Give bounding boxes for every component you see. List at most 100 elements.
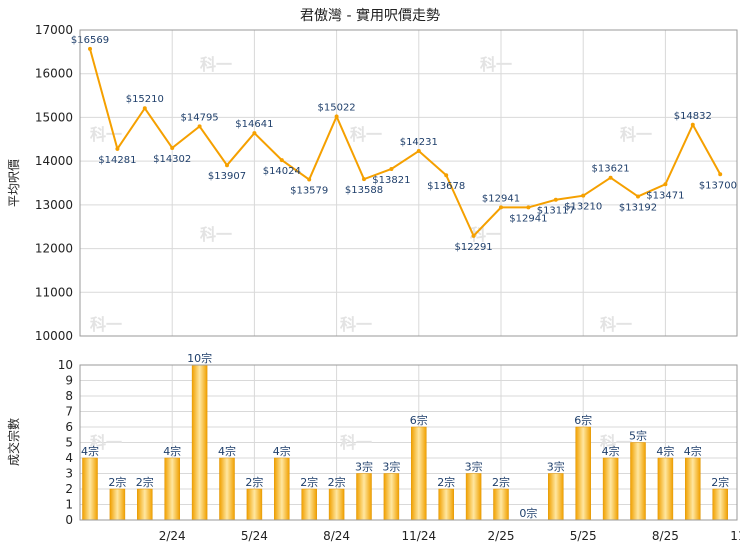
price-point-label: $14832 [674, 111, 712, 122]
price-grid: 10000 11000 12000 13000 14000 15000 16000 17000 [35, 23, 737, 343]
price-point-label: $13678 [427, 181, 465, 192]
price-point-label: $12291 [455, 242, 493, 253]
volume-tick-label: 9 [65, 374, 73, 388]
price-tick-label: 16000 [35, 67, 73, 81]
price-point [115, 146, 120, 151]
volume-bar-label: 10宗 [187, 351, 212, 365]
volume-bar [548, 473, 564, 521]
volume-bar [82, 457, 98, 521]
volume-tick-label: 10 [58, 358, 73, 372]
x-tick-label: 5/25 [570, 529, 597, 543]
volume-bar [630, 442, 646, 521]
volume-bar [602, 457, 619, 521]
watermark: 科一 [470, 225, 502, 244]
volume-bar-label: 3宗 [465, 460, 483, 474]
price-point-label: $13907 [208, 171, 246, 182]
volume-bar [137, 488, 153, 521]
price-point [362, 177, 366, 182]
price-point-label: $12941 [482, 193, 520, 204]
price-point-label: $14231 [400, 137, 438, 148]
volume-bar-label: 2宗 [711, 475, 729, 489]
volume-bar [191, 364, 208, 521]
price-point-label: $13821 [372, 175, 410, 186]
volume-bars: 4宗 2宗 2宗 4宗 10宗 4宗 2宗 4宗 2宗 2宗 3宗 3宗 6宗 2宗 3宗 2宗 0宗 3宗 6宗 4… [81, 351, 729, 521]
watermark: 科一 [200, 55, 232, 74]
volume-bar [493, 488, 509, 521]
volume-bar-label: 3宗 [547, 460, 565, 474]
price-point [170, 145, 175, 150]
volume-bar-label: 2宗 [328, 475, 346, 489]
x-tick-label: 2/25 [488, 529, 515, 543]
price-point [499, 205, 503, 210]
volume-bar-label: 2宗 [136, 475, 154, 489]
volume-bar [164, 457, 180, 521]
x-tick-label: 8/24 [323, 529, 350, 543]
chart-title: 君傲灣 - 實用呎價走勢 [300, 7, 440, 24]
price-point-label: $14795 [181, 112, 219, 123]
price-line: $16569 $14281 $15210 $14302 $14795 $13907 $146… [71, 35, 737, 253]
watermark: 科一 [90, 125, 122, 144]
price-point-label: $13192 [619, 202, 657, 213]
price-point [334, 114, 339, 119]
volume-tick-label: 0 [65, 513, 73, 527]
volume-bar-label: 2宗 [492, 475, 510, 489]
volume-tick-label: 6 [65, 420, 73, 434]
x-tick-label: 2/24 [159, 529, 186, 543]
watermark: 科一 [350, 125, 382, 144]
price-point [142, 106, 147, 111]
price-point-label: $13579 [290, 186, 328, 197]
price-point [526, 205, 531, 210]
price-point-label: $14024 [263, 166, 301, 177]
watermark: 科一 [90, 433, 122, 452]
volume-tick-label: 8 [65, 389, 73, 403]
price-point-label: $13471 [646, 190, 684, 201]
price-point-label: $13210 [564, 202, 602, 213]
price-point [444, 173, 449, 178]
x-tick-label: 8/25 [652, 529, 679, 543]
volume-bar [109, 488, 126, 521]
volume-tick-label: 7 [65, 405, 73, 419]
volume-bar [383, 473, 400, 521]
price-point-label: $16569 [71, 35, 109, 46]
x-tick-label: 5/24 [241, 529, 268, 543]
x-tick-label: 11/25 [730, 529, 740, 543]
price-point-label: $12941 [509, 213, 547, 224]
price-tick-label: 11000 [35, 285, 73, 299]
price-point-label: $15022 [318, 102, 356, 113]
volume-bar-label: 3宗 [382, 460, 400, 474]
volume-bar-label: 4宗 [163, 444, 181, 458]
volume-bar [438, 488, 454, 521]
watermark: 科一 [600, 315, 632, 334]
price-point [608, 175, 613, 180]
volume-tick-label: 1 [65, 498, 73, 512]
price-axis-label: 平均呎價 [7, 159, 21, 207]
watermark: 科一 [90, 315, 122, 334]
price-tick-label: 17000 [35, 23, 73, 37]
volume-bar-label: 6宗 [410, 413, 428, 427]
price-point [225, 163, 229, 168]
volume-bar-label: 4宗 [218, 444, 236, 458]
x-tick-label: 11/24 [402, 529, 437, 543]
price-point [88, 46, 92, 51]
price-point [471, 233, 476, 238]
price-point-label: $14281 [98, 155, 136, 166]
watermark: 科一 [340, 433, 372, 452]
volume-bar [712, 488, 728, 521]
volume-bar-label: 6宗 [574, 413, 592, 427]
price-point [197, 124, 202, 129]
volume-bar [219, 457, 235, 521]
volume-bar [328, 488, 345, 521]
price-point-label: $15210 [126, 94, 164, 105]
volume-bar-label: 4宗 [273, 444, 291, 458]
volume-bar-label: 2宗 [245, 475, 263, 489]
watermark: 科一 [480, 55, 512, 74]
volume-axis-label: 成交宗數 [6, 418, 21, 466]
volume-tick-label: 4 [65, 451, 73, 465]
price-point [252, 131, 257, 136]
volume-tick-label: 5 [65, 436, 73, 450]
volume-bar [685, 457, 701, 521]
volume-bar-label: 4宗 [81, 444, 99, 458]
volume-bar-label: 5宗 [629, 429, 647, 443]
